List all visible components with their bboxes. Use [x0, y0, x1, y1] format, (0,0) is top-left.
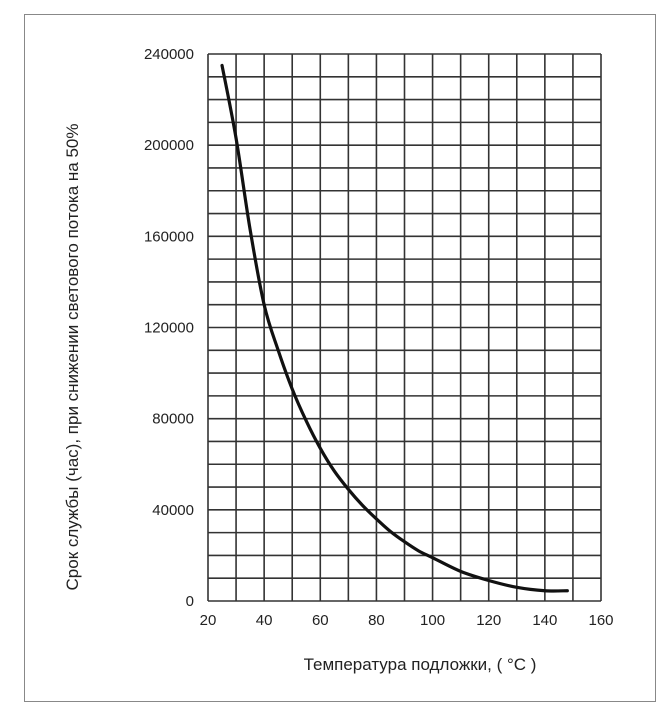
y-ticks: 0 40000 80000 120000 160000 200000 240000	[144, 46, 194, 610]
y-tick-label: 80000	[152, 411, 194, 428]
x-tick-label: 140	[532, 612, 557, 629]
y-tick-label: 200000	[144, 137, 194, 154]
grid	[207, 53, 602, 602]
x-tick-label: 80	[368, 612, 385, 629]
y-tick-label: 120000	[144, 320, 194, 337]
x-tick-label: 100	[420, 612, 445, 629]
y-tick-label: 0	[186, 593, 194, 610]
x-tick-label: 20	[200, 612, 217, 629]
x-axis-label: Температура подложки, ( °C )	[304, 655, 537, 674]
x-ticks: 20 40 60 80 100 120 140 160	[200, 612, 614, 629]
x-tick-label: 40	[256, 612, 273, 629]
series-line	[220, 63, 569, 593]
y-tick-label: 40000	[152, 502, 194, 519]
y-tick-label: 160000	[144, 228, 194, 245]
x-tick-label: 160	[588, 612, 613, 629]
y-axis-label: Срок службы (час), при снижении световог…	[63, 124, 82, 591]
y-tick-label: 240000	[144, 46, 194, 63]
chart-frame	[24, 14, 656, 702]
x-tick-label: 60	[312, 612, 329, 629]
x-tick-label: 120	[476, 612, 501, 629]
